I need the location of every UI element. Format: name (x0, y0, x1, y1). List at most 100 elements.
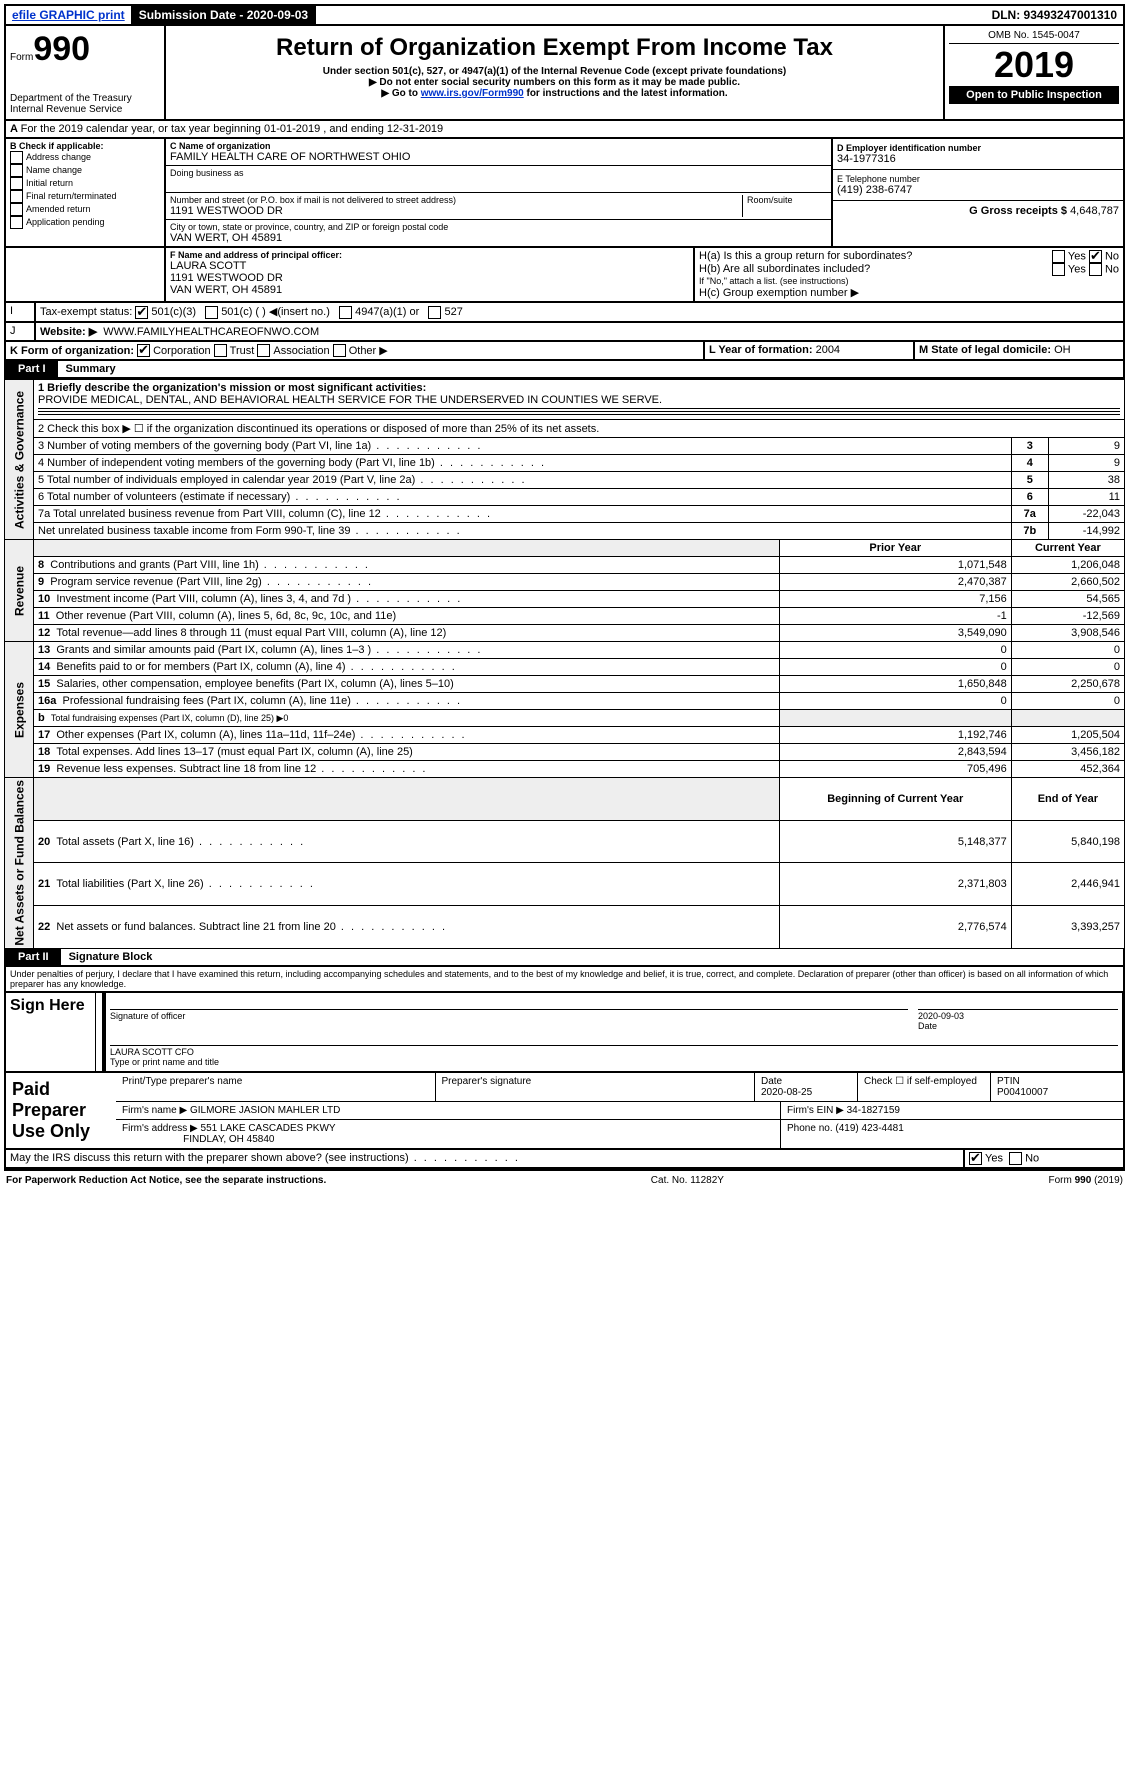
perjury-statement: Under penalties of perjury, I declare th… (4, 967, 1125, 993)
table-row: 15 Salaries, other compensation, employe… (5, 676, 1125, 693)
address-change-checkbox[interactable] (10, 151, 23, 164)
section-h: H(a) Is this a group return for subordin… (695, 248, 1123, 301)
table-row: 9 Program service revenue (Part VIII, li… (5, 574, 1125, 591)
corp-checkbox[interactable] (137, 344, 150, 357)
row-j: J Website: ▶ WWW.FAMILYHEALTHCAREOFNWO.C… (4, 323, 1125, 342)
domicile-state: OH (1054, 344, 1071, 356)
year-formed: 2004 (816, 344, 840, 356)
efile-link[interactable]: efile GRAPHIC print (6, 6, 133, 24)
org-name: FAMILY HEALTH CARE OF NORTHWEST OHIO (170, 151, 827, 163)
subtitle-1: Under section 501(c), 527, or 4947(a)(1)… (170, 66, 939, 77)
hb-no-checkbox[interactable] (1089, 263, 1102, 276)
section-f: F Name and address of principal officer:… (166, 248, 695, 301)
table-row: 10 Investment income (Part VIII, column … (5, 591, 1125, 608)
table-row: 19 Revenue less expenses. Subtract line … (5, 761, 1125, 778)
row-a: A For the 2019 calendar year, or tax yea… (4, 121, 1125, 139)
initial-return-checkbox[interactable] (10, 177, 23, 190)
gross-receipts: 4,648,787 (1070, 205, 1119, 217)
sign-date: 2020-09-03 (918, 1011, 964, 1021)
name-change-checkbox[interactable] (10, 164, 23, 177)
header-left: Form990 Department of the Treasury Inter… (6, 26, 166, 119)
omb-number: OMB No. 1545-0047 (949, 30, 1119, 44)
org-city: VAN WERT, OH 45891 (170, 232, 827, 244)
ein: 34-1977316 (837, 153, 1119, 165)
row-i: I Tax-exempt status: 501(c)(3) 501(c) ( … (4, 303, 1125, 323)
page-footer: For Paperwork Reduction Act Notice, see … (4, 1169, 1125, 1190)
table-row: 14 Benefits paid to or for members (Part… (5, 659, 1125, 676)
paid-preparer-block: Paid Preparer Use Only Print/Type prepar… (4, 1073, 1125, 1150)
assoc-checkbox[interactable] (257, 344, 270, 357)
top-bar: efile GRAPHIC print Submission Date - 20… (4, 4, 1125, 26)
application-pending-checkbox[interactable] (10, 216, 23, 229)
part-1-bar: Part I Summary (4, 361, 1125, 379)
officer-signature-line[interactable]: Signature of officer (110, 1009, 908, 1031)
paid-preparer-label: Paid Preparer Use Only (6, 1073, 116, 1148)
activities-governance-label: Activities & Governance (5, 380, 34, 540)
table-row: 12 Total revenue—add lines 8 through 11 … (5, 625, 1125, 642)
officer-city: VAN WERT, OH 45891 (170, 284, 689, 296)
website: WWW.FAMILYHEALTHCAREOFNWO.COM (103, 326, 319, 338)
hb-yes-checkbox[interactable] (1052, 263, 1065, 276)
4947-checkbox[interactable] (339, 306, 352, 319)
form-number: Form990 (10, 30, 160, 69)
subtitle-2: ▶ Do not enter social security numbers o… (170, 77, 939, 88)
officer-print-name: LAURA SCOTT CFO (110, 1047, 194, 1057)
officer-street: 1191 WESTWOOD DR (170, 272, 689, 284)
instructions-link[interactable]: www.irs.gov/Form990 (421, 88, 524, 99)
ha-no-checkbox[interactable] (1089, 250, 1102, 263)
amended-return-checkbox[interactable] (10, 203, 23, 216)
firm-address: 551 LAKE CASCADES PKWY (201, 1123, 336, 1134)
ptin: P00410007 (997, 1087, 1048, 1098)
table-row: 22 Net assets or fund balances. Subtract… (5, 906, 1125, 949)
table-row: b Total fundraising expenses (Part IX, c… (5, 710, 1125, 727)
firm-name: GILMORE JASION MAHLER LTD (190, 1105, 340, 1116)
table-row: 20 Total assets (Part X, line 16)5,148,3… (5, 820, 1125, 863)
identity-row: B Check if applicable: Address change Na… (4, 139, 1125, 248)
final-return-checkbox[interactable] (10, 190, 23, 203)
section-b: B Check if applicable: Address change Na… (6, 139, 166, 246)
summary-table: Activities & Governance 1 Briefly descri… (4, 379, 1125, 949)
irs-label: Internal Revenue Service (10, 104, 160, 115)
table-row: 17 Other expenses (Part IX, column (A), … (5, 727, 1125, 744)
discuss-row: May the IRS discuss this return with the… (4, 1150, 1125, 1169)
officer-name: LAURA SCOTT (170, 260, 689, 272)
subtitle-3: ▶ Go to www.irs.gov/Form990 for instruct… (170, 88, 939, 99)
row-f-h: F Name and address of principal officer:… (4, 248, 1125, 303)
discuss-no-checkbox[interactable] (1009, 1152, 1022, 1165)
tax-year: 2019 (949, 44, 1119, 86)
telephone: (419) 238-6747 (837, 184, 1119, 196)
527-checkbox[interactable] (428, 306, 441, 319)
table-row: 18 Total expenses. Add lines 13–17 (must… (5, 744, 1125, 761)
firm-phone: (419) 423-4481 (835, 1123, 903, 1134)
mission-text: PROVIDE MEDICAL, DENTAL, AND BEHAVIORAL … (38, 394, 1120, 406)
revenue-label: Revenue (5, 540, 34, 642)
preparer-date: 2020-08-25 (761, 1087, 812, 1098)
form-footer: Form 990 (2019) (1049, 1175, 1123, 1186)
other-checkbox[interactable] (333, 344, 346, 357)
dln: DLN: 93493247001310 (986, 6, 1123, 24)
tax-period: For the 2019 calendar year, or tax year … (21, 123, 444, 135)
part-2-bar: Part II Signature Block (4, 949, 1125, 967)
section-d-e-g: D Employer identification number 34-1977… (833, 139, 1123, 246)
501c3-checkbox[interactable] (135, 306, 148, 319)
form-title: Return of Organization Exempt From Incom… (170, 34, 939, 62)
table-row: 16a Professional fundraising fees (Part … (5, 693, 1125, 710)
row-k-l-m: K Form of organization: Corporation Trus… (4, 342, 1125, 362)
table-row: 8 Contributions and grants (Part VIII, l… (5, 557, 1125, 574)
sign-here-block: Sign Here Signature of officer 2020-09-0… (4, 993, 1125, 1073)
discuss-yes-checkbox[interactable] (969, 1152, 982, 1165)
trust-checkbox[interactable] (214, 344, 227, 357)
firm-ein: 34-1827159 (847, 1105, 900, 1116)
sign-here-label: Sign Here (6, 993, 96, 1071)
header-title-block: Return of Organization Exempt From Incom… (166, 26, 945, 119)
org-street: 1191 WESTWOOD DR (170, 205, 742, 217)
501c-checkbox[interactable] (205, 306, 218, 319)
open-to-public: Open to Public Inspection (949, 86, 1119, 104)
table-row: 11 Other revenue (Part VIII, column (A),… (5, 608, 1125, 625)
form-header: Form990 Department of the Treasury Inter… (4, 26, 1125, 121)
section-c: C Name of organization FAMILY HEALTH CAR… (166, 139, 833, 246)
header-right: OMB No. 1545-0047 2019 Open to Public In… (945, 26, 1123, 119)
dept-label: Department of the Treasury (10, 93, 160, 104)
expenses-label: Expenses (5, 642, 34, 778)
ha-yes-checkbox[interactable] (1052, 250, 1065, 263)
